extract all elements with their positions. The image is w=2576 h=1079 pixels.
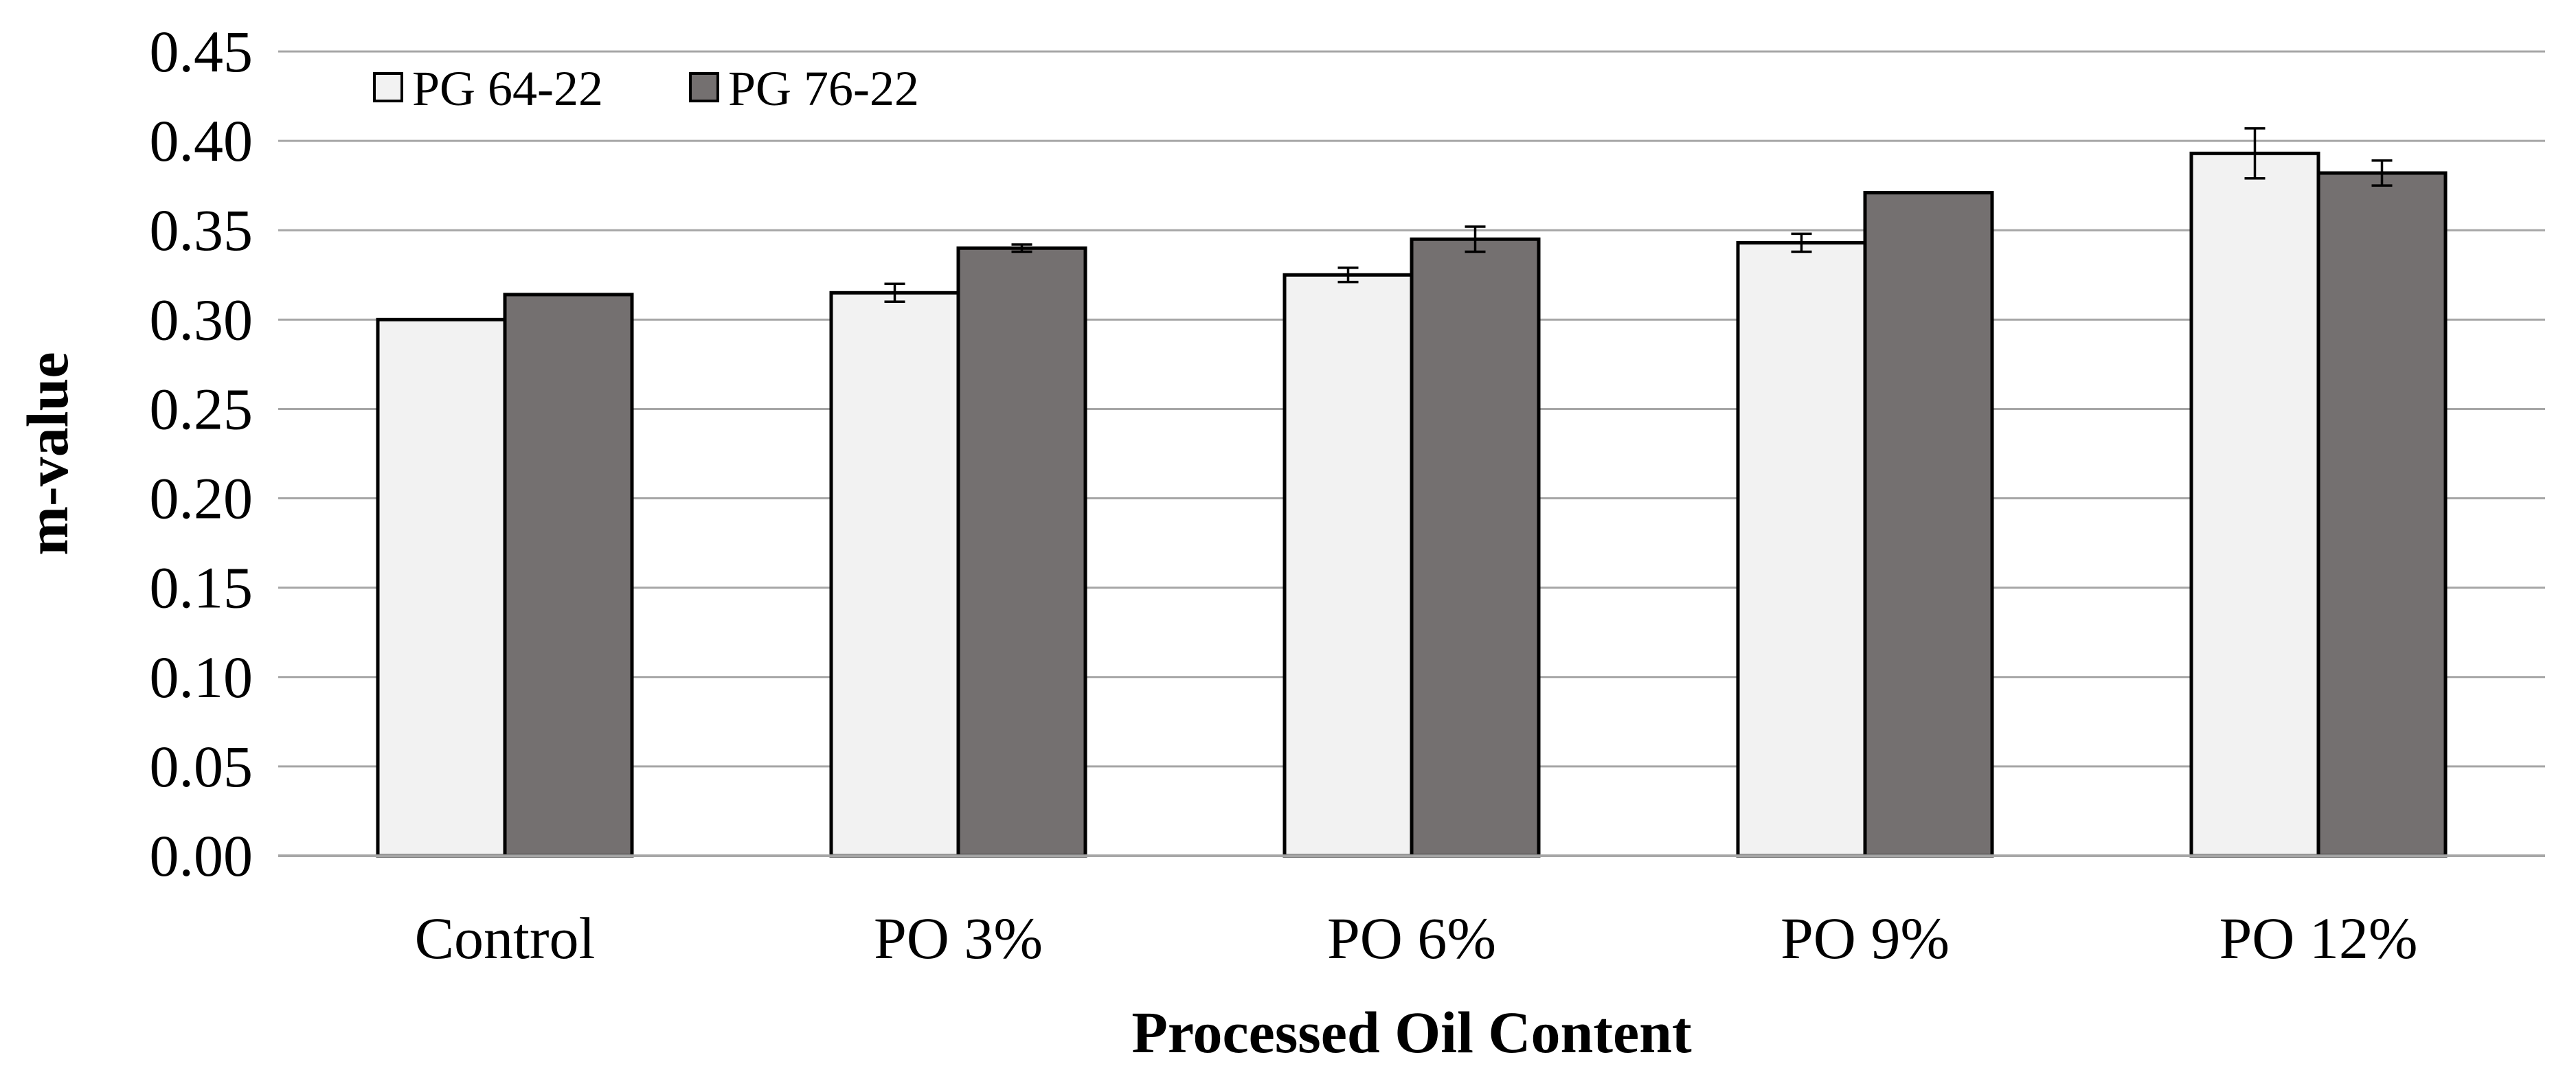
y-tick-label: 0.10 [150,644,253,710]
y-tick-labels: 0.00 0.05 0.10 0.15 0.20 0.25 0.30 0.35 0.40 0.45 [150,19,253,889]
error-bar [1791,232,1812,253]
y-tick-label: 0.05 [150,734,253,799]
legend-label: PG 76-22 [728,61,919,116]
y-tick-label: 0.20 [150,466,253,532]
y-tick-label: 0.00 [150,823,253,889]
x-category-label: PO 12% [2219,905,2417,971]
y-tick-label: 0.25 [150,376,253,442]
x-axis-title: Processed Oil Content [1131,999,1692,1065]
error-bar [2371,159,2393,187]
y-tick-label: 0.35 [150,197,253,263]
bar-pg64-22 [1736,240,1867,858]
error-bar [2244,127,2266,180]
bar-pg76-22 [1410,237,1541,858]
x-category-label: Control [415,905,596,971]
legend-swatch [689,72,719,102]
legend-swatch [373,72,403,102]
x-category-label: PO 6% [1327,905,1496,971]
bar-pg64-22 [829,291,960,858]
x-category-label: PO 9% [1781,905,1950,971]
y-axis-title: m-value [14,352,80,555]
bar-pg64-22 [2189,151,2320,858]
legend: PG 64-22 PG 76-22 [373,61,919,116]
bar-pg76-22 [956,246,1087,858]
bar-pg76-22 [2316,171,2448,858]
bar-pg64-22 [376,317,507,858]
bar-pg64-22 [1283,273,1414,858]
error-bar [1011,243,1032,253]
legend-item: PG 64-22 [373,61,603,116]
error-bar [884,282,905,304]
y-tick-label: 0.40 [150,108,253,174]
bar-pg76-22 [1863,191,1994,858]
y-tick-label: 0.45 [150,19,253,84]
error-bar [1337,266,1359,284]
bars [376,151,2448,858]
x-category-label: PO 3% [874,905,1043,971]
legend-label: PG 64-22 [412,61,603,116]
error-bar [1465,225,1486,253]
y-tick-label: 0.15 [150,555,253,621]
y-tick-label: 0.30 [150,286,253,352]
legend-item: PG 76-22 [689,61,919,116]
bar-pg76-22 [503,293,634,858]
error-bars [884,127,2393,304]
x-category-labels: Control PO 3% PO 6% PO 9% PO 12% [415,905,2418,971]
